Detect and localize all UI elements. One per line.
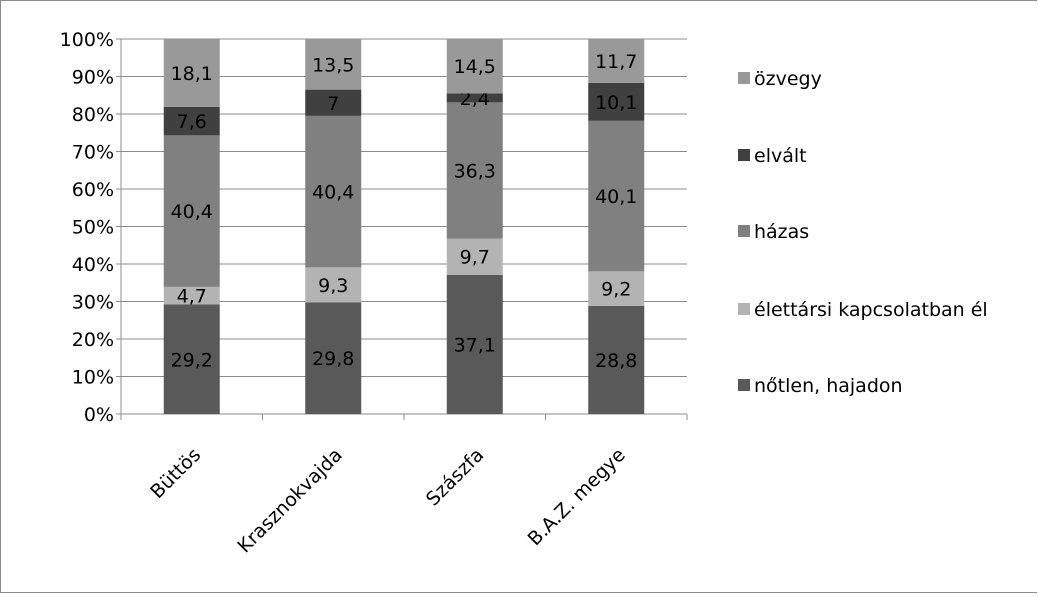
data-label: 11,7 (595, 51, 637, 73)
legend-swatch (738, 225, 750, 237)
data-label: 9,7 (460, 247, 490, 269)
data-label: 9,2 (601, 279, 631, 301)
legend-label: élettársi kapcsolatban él (754, 299, 988, 321)
bar-segment (588, 120, 645, 272)
y-tick-label: 60% (72, 179, 114, 201)
bar-segment (446, 274, 503, 414)
legend-label: házas (754, 221, 809, 243)
data-label: 40,1 (595, 186, 637, 208)
y-tick-label: 80% (72, 104, 114, 126)
bar-segment (305, 115, 362, 268)
y-tick-label: 50% (72, 217, 114, 239)
legend-swatch (738, 149, 750, 161)
bar-segment (446, 238, 503, 275)
bar-segment (163, 106, 220, 136)
x-tick-label: B.A.Z. megye (524, 444, 630, 550)
legend-swatch (738, 72, 750, 84)
data-label: 40,4 (312, 182, 354, 204)
bar-segment (305, 89, 362, 116)
data-label: 7 (327, 93, 339, 115)
bar-segment (588, 39, 645, 83)
bar-segment (588, 271, 645, 306)
bar-segment (163, 135, 220, 287)
bar-segment (305, 267, 362, 303)
legend-label: özvegy (754, 68, 822, 90)
legend-label: nőtlen, hajadon (754, 375, 903, 397)
data-label: 4,7 (177, 286, 207, 308)
y-tick-label: 30% (72, 292, 114, 314)
legend-label: elvált (754, 145, 807, 167)
data-label: 29,2 (171, 349, 213, 371)
data-label: 7,6 (177, 111, 207, 133)
data-label: 9,3 (318, 275, 348, 297)
y-tick-label: 0% (84, 404, 114, 426)
data-label: 13,5 (312, 54, 354, 76)
x-tick-label: Büttös (146, 444, 205, 503)
legend-swatch (738, 379, 750, 391)
data-label: 14,5 (454, 56, 496, 78)
data-label: 37,1 (454, 334, 496, 356)
data-label: 36,3 (454, 160, 496, 182)
bar-segment (446, 102, 503, 239)
data-label: 18,1 (171, 63, 213, 85)
data-label: 10,1 (595, 92, 637, 114)
y-tick-label: 10% (72, 367, 114, 389)
data-label: 29,8 (312, 348, 354, 370)
x-tick-label: Krasznokvajda (233, 444, 346, 557)
y-tick-label: 20% (72, 329, 114, 351)
bar-segment (588, 82, 645, 121)
data-label: 28,8 (595, 350, 637, 372)
bar-segment (305, 302, 362, 414)
bar-segment (163, 39, 220, 107)
y-tick-label: 90% (72, 67, 114, 89)
bar-segment (446, 39, 503, 94)
y-tick-label: 40% (72, 254, 114, 276)
bar-segment (588, 305, 645, 414)
bar-segment (446, 93, 503, 103)
bar-segment (305, 39, 362, 90)
x-tick-label: Szászfa (422, 444, 488, 510)
y-tick-label: 100% (60, 29, 114, 51)
data-label: 40,4 (171, 201, 213, 223)
bar-segment (163, 286, 220, 305)
legend-swatch (738, 303, 750, 315)
bar-segment (163, 304, 220, 414)
y-tick-label: 70% (72, 142, 114, 164)
